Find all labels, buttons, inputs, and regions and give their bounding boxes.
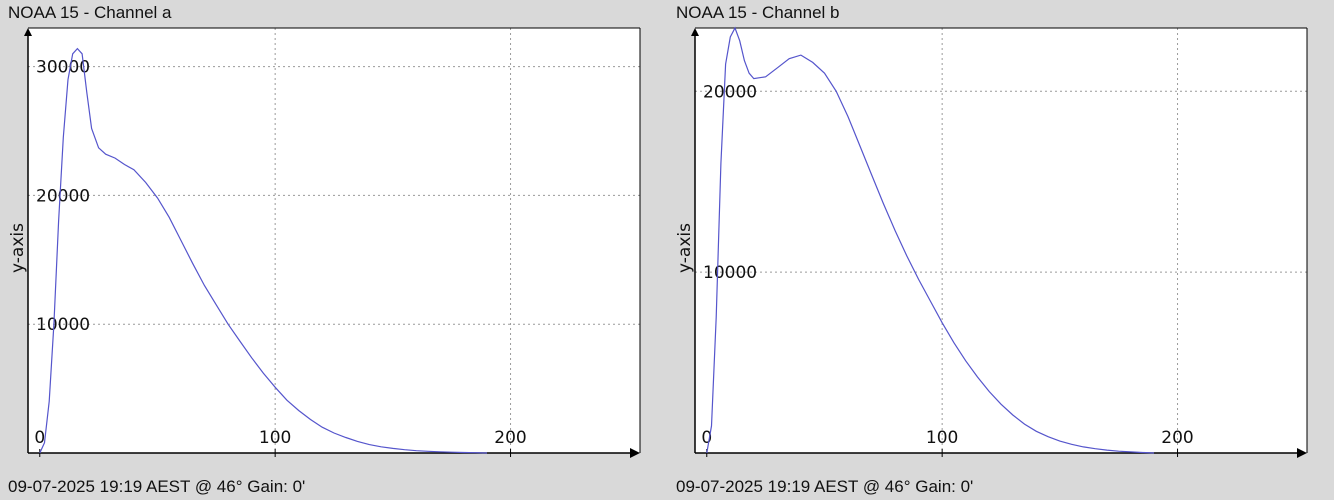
x-tick-label: 0 bbox=[34, 428, 45, 448]
x-tick-label: 100 bbox=[259, 428, 291, 448]
tick-labels: 10000 20000 30000 0 100 200 bbox=[34, 58, 527, 457]
x-tick-label: 200 bbox=[1161, 428, 1193, 448]
x-tick-label: 200 bbox=[494, 428, 526, 448]
y-axis-label: y-axis bbox=[8, 223, 28, 273]
grid-lines bbox=[28, 28, 640, 453]
x-axis-arrow bbox=[630, 448, 640, 458]
chart-title: NOAA 15 - Channel b bbox=[676, 3, 840, 22]
series-line bbox=[706, 26, 1155, 454]
plot-area bbox=[695, 28, 1307, 453]
y-tick-label: 10000 bbox=[36, 315, 90, 335]
y-axis-label: y-axis bbox=[675, 223, 695, 273]
y-tick-label: 20000 bbox=[36, 186, 90, 206]
x-tick-label: 100 bbox=[926, 428, 958, 448]
y-tick-label: 20000 bbox=[703, 82, 757, 102]
y-axis-arrow bbox=[24, 28, 32, 36]
grid-lines bbox=[695, 28, 1307, 453]
y-tick-label: 30000 bbox=[36, 58, 90, 78]
plot-area bbox=[28, 28, 640, 453]
chart-svg-b: 10000 20000 0 100 200 y-axis bbox=[675, 26, 1308, 458]
chart-panel-a: NOAA 15 - Channel a 10000 20000 30000 0 100 2… bbox=[8, 3, 641, 496]
chart-title: NOAA 15 - Channel a bbox=[8, 3, 172, 22]
x-axis-arrow bbox=[1297, 448, 1307, 458]
chart-footer: 09-07-2025 19:19 AEST @ 46° Gain: 0' bbox=[676, 477, 974, 496]
y-axis-arrow bbox=[691, 28, 699, 36]
chart-panel-b: NOAA 15 - Channel b 10000 20000 0 100 200 y-… bbox=[667, 0, 1334, 500]
x-tick-label: 0 bbox=[701, 428, 712, 448]
chart-footer: 09-07-2025 19:19 AEST @ 46° Gain: 0' bbox=[8, 477, 306, 496]
tick-labels: 10000 20000 0 100 200 bbox=[701, 82, 1194, 457]
y-tick-label: 10000 bbox=[703, 263, 757, 283]
series-line bbox=[39, 47, 488, 454]
chart-svg-a: 10000 20000 30000 0 100 200 y-axis bbox=[8, 27, 641, 458]
